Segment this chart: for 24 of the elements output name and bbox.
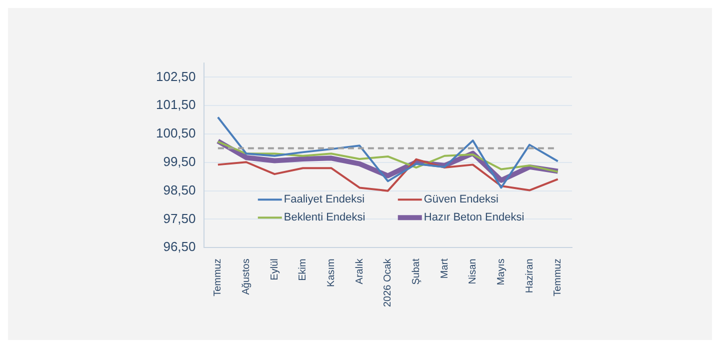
y-tick-label: 102,50 (156, 68, 196, 84)
legend-label: Beklenti Endeksi (284, 212, 366, 224)
x-tick-label: Ekim (298, 258, 309, 281)
x-tick-label: Mart (439, 258, 450, 279)
x-tick-label: Nisan (468, 258, 479, 284)
y-tick-label: 98,50 (163, 182, 196, 198)
y-tick-label: 100,50 (156, 126, 196, 141)
legend-label: Hazır Beton Endeksi (424, 212, 524, 224)
x-tick-label: 2026 Ocak (382, 258, 394, 308)
x-tick-label: Ağustos (241, 258, 252, 295)
x-tick-label: Temmuz (552, 258, 564, 296)
y-tick-label: 99,50 (163, 154, 196, 169)
x-tick-label: Haziran (524, 258, 536, 294)
x-tick-label: Şubat (410, 258, 422, 285)
y-tick-label: 96,50 (163, 239, 196, 254)
x-tick-label: Kasım (326, 258, 337, 287)
x-tick-label: Mayıs (496, 258, 507, 286)
y-tick-label: 101,50 (156, 97, 196, 112)
y-tick-label: 97,50 (163, 210, 196, 226)
legend-label: Güven Endeksi (424, 194, 498, 206)
x-tick-label: Temmuz (212, 258, 224, 296)
x-tick-label: Aralık (354, 258, 366, 284)
legend-label: Faaliyet Endeksi (284, 194, 365, 206)
x-tick-label: Eylül (269, 258, 280, 280)
